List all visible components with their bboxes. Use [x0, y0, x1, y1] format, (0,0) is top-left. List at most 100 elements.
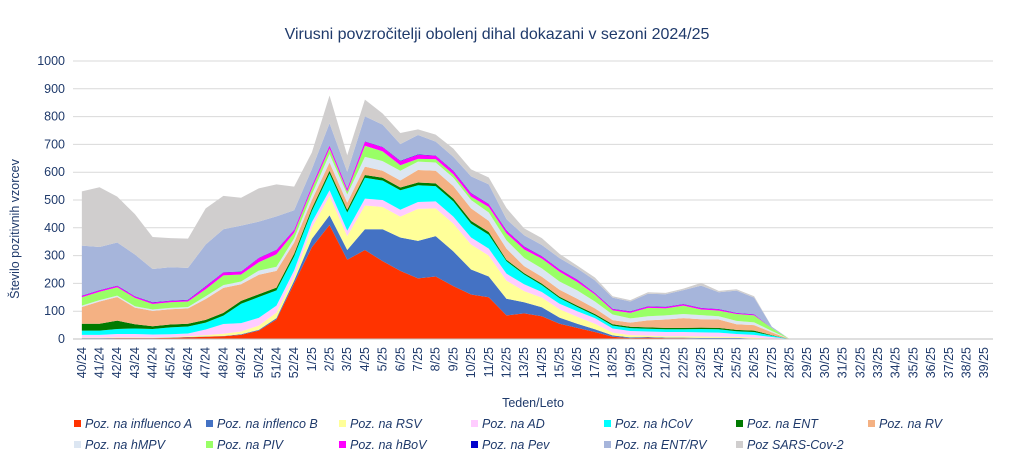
x-tick-label: 13/25: [517, 347, 531, 378]
x-tick-label: 39/25: [977, 347, 991, 378]
legend-swatch: [74, 441, 81, 448]
x-tick-label: 47/24: [199, 347, 213, 378]
legend-label: Poz. na ENT/RV: [615, 438, 708, 452]
area-series-12: [81, 116, 985, 339]
legend-label: Poz. na inflenco B: [217, 417, 318, 431]
x-axis-title: Teden/Leto: [502, 396, 564, 410]
x-axis-ticks: 40/24 41/24 42/24 43/24 44/24 45/24 46/24 47/24…: [75, 347, 991, 378]
legend-swatch: [604, 420, 611, 427]
legend-label: Poz SARS-Cov-2: [747, 438, 844, 452]
legend-label: Poz. na hMPV: [85, 438, 167, 452]
legend-swatch: [736, 420, 743, 427]
legend-label: Poz. na hBoV: [350, 438, 428, 452]
legend-swatch: [339, 441, 346, 448]
x-tick-label: 31/25: [836, 347, 850, 378]
x-tick-label: 42/24: [110, 347, 124, 378]
area-series-13: [81, 95, 985, 339]
area-series-2: [81, 215, 985, 339]
legend-label: Poz. na Pev: [482, 438, 550, 452]
y-tick-label: 1000: [37, 54, 65, 68]
y-tick-label: 900: [44, 82, 65, 96]
x-tick-label: 35/25: [906, 347, 920, 378]
legend-swatch: [74, 420, 81, 427]
x-tick-label: 4/25: [358, 347, 372, 371]
x-tick-label: 14/25: [535, 347, 549, 378]
x-tick-label: 40/24: [75, 347, 89, 378]
x-tick-label: 28/25: [783, 347, 797, 378]
chart-title: Virusni povzročitelji obolenj dihal doka…: [285, 26, 710, 43]
x-tick-label: 18/25: [606, 347, 620, 378]
y-tick-label: 500: [44, 193, 65, 207]
legend-swatch: [868, 420, 875, 427]
x-tick-label: 20/25: [641, 347, 655, 378]
x-tick-label: 52/24: [287, 347, 301, 378]
x-tick-label: 36/25: [924, 347, 938, 378]
y-tick-label: 200: [44, 276, 65, 290]
x-tick-label: 7/25: [411, 347, 425, 371]
x-tick-label: 26/25: [747, 347, 761, 378]
x-tick-label: 17/25: [588, 347, 602, 378]
x-tick-label: 50/24: [252, 347, 266, 378]
x-tick-label: 1/25: [305, 347, 319, 371]
x-tick-label: 9/25: [446, 347, 460, 371]
x-tick-label: 19/25: [623, 347, 637, 378]
y-tick-label: 100: [44, 304, 65, 318]
x-tick-label: 3/25: [340, 347, 354, 371]
x-tick-label: 32/25: [853, 347, 867, 378]
area-series-1: [81, 225, 985, 339]
y-tick-label: 400: [44, 221, 65, 235]
x-tick-label: 48/24: [216, 347, 230, 378]
legend-label: Poz. na PIV: [217, 438, 285, 452]
x-tick-label: 5/25: [376, 347, 390, 371]
x-tick-label: 2/25: [323, 347, 337, 371]
legend-swatch: [471, 420, 478, 427]
x-tick-label: 34/25: [889, 347, 903, 378]
y-tick-label: 700: [44, 137, 65, 151]
x-tick-label: 51/24: [269, 347, 283, 378]
x-tick-label: 43/24: [128, 347, 142, 378]
legend-swatch: [736, 441, 743, 448]
x-tick-label: 27/25: [765, 347, 779, 378]
x-tick-label: 24/25: [712, 347, 726, 378]
x-tick-label: 29/25: [800, 347, 814, 378]
x-tick-label: 11/25: [482, 347, 496, 377]
stacked-areas: [81, 95, 985, 339]
y-tick-label: 300: [44, 249, 65, 263]
x-tick-label: 44/24: [146, 347, 160, 378]
y-axis-title: Število pozitivnih vzorcev: [7, 158, 22, 298]
x-tick-label: 37/25: [942, 347, 956, 378]
y-axis-ticks: 0 100 200 300 400 500 600 700 800 900 1000: [37, 54, 65, 346]
x-tick-label: 38/25: [959, 347, 973, 378]
area-series-7: [81, 162, 985, 339]
legend-label: Poz. na hCoV: [615, 417, 694, 431]
y-tick-label: 600: [44, 165, 65, 179]
legend-swatch: [206, 420, 213, 427]
x-tick-label: 49/24: [234, 347, 248, 378]
x-tick-label: 10/25: [464, 347, 478, 378]
x-tick-label: 23/25: [694, 347, 708, 378]
y-tick-label: 0: [58, 332, 65, 346]
x-tick-label: 30/25: [818, 347, 832, 378]
legend-swatch: [339, 420, 346, 427]
x-tick-label: 22/25: [676, 347, 690, 378]
legend-label: Poz. na RSV: [350, 417, 423, 431]
legend-label: Poz. na RV: [879, 417, 944, 431]
legend-label: Poz. na ENT: [747, 417, 819, 431]
x-tick-label: 25/25: [729, 347, 743, 378]
x-tick-label: 46/24: [181, 347, 195, 378]
x-tick-label: 45/24: [163, 347, 177, 378]
x-tick-label: 12/25: [499, 347, 513, 378]
y-tick-label: 800: [44, 110, 65, 124]
legend-swatch: [604, 441, 611, 448]
x-tick-label: 21/25: [659, 347, 673, 378]
x-tick-label: 6/25: [393, 347, 407, 371]
legend: Poz. na influenco A Poz. na inflenco B Poz…: [74, 417, 944, 452]
x-tick-label: 15/25: [553, 347, 567, 378]
legend-swatch: [471, 441, 478, 448]
x-tick-label: 8/25: [429, 347, 443, 371]
x-tick-label: 16/25: [570, 347, 584, 378]
x-tick-label: 41/24: [93, 347, 107, 378]
legend-label: Poz. na AD: [482, 417, 545, 431]
legend-label: Poz. na influenco A: [85, 417, 192, 431]
